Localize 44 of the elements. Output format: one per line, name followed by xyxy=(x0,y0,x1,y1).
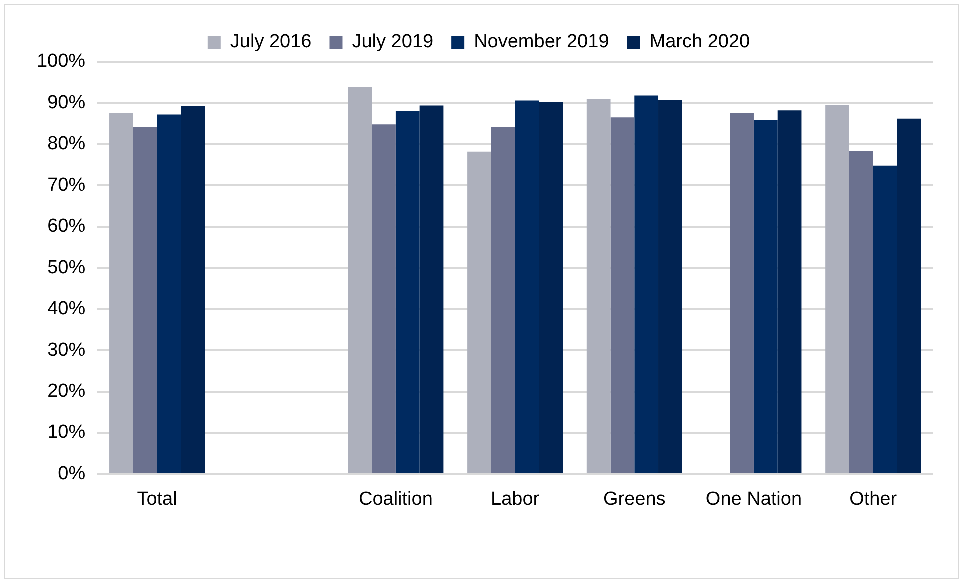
bar xyxy=(348,87,372,474)
y-tick-label: 0% xyxy=(58,463,86,484)
bar xyxy=(658,100,682,474)
y-tick-label: 100% xyxy=(36,51,86,72)
x-tick-label: Coalition xyxy=(358,488,433,510)
x-tick-label: Greens xyxy=(603,488,666,510)
bar xyxy=(181,106,206,474)
bar xyxy=(539,102,564,474)
bar xyxy=(420,106,444,474)
legend-label: July 2019 xyxy=(352,32,434,53)
x-tick-label: One Nation xyxy=(706,488,802,510)
bar xyxy=(634,96,659,474)
bar xyxy=(468,152,492,474)
bar xyxy=(396,111,420,474)
y-tick-label: 20% xyxy=(48,380,86,402)
bar xyxy=(372,124,396,474)
bar xyxy=(778,110,802,474)
y-tick-label: 90% xyxy=(48,92,86,114)
x-tick-label: Labor xyxy=(490,488,540,510)
legend-label: July 2016 xyxy=(230,32,312,53)
y-tick-label: 60% xyxy=(48,216,86,238)
legend-label: November 2019 xyxy=(474,32,610,53)
y-tick-label: 10% xyxy=(48,422,86,444)
y-tick-label: 50% xyxy=(48,257,86,278)
y-tick-label: 30% xyxy=(48,340,86,361)
bar xyxy=(849,151,874,474)
bar xyxy=(826,105,850,474)
x-tick-label: Other xyxy=(850,488,898,510)
bar xyxy=(610,118,635,474)
bar xyxy=(754,120,778,474)
bar xyxy=(730,113,754,474)
x-tick-label: Total xyxy=(137,488,178,510)
bar xyxy=(873,166,898,474)
bar xyxy=(157,114,182,474)
legend-label: March 2020 xyxy=(650,32,750,53)
bar xyxy=(515,100,540,474)
y-tick-label: 40% xyxy=(48,298,86,320)
y-tick-label: 70% xyxy=(48,174,86,196)
bar xyxy=(491,127,516,474)
bar xyxy=(110,114,134,474)
bar xyxy=(133,128,158,474)
bar xyxy=(586,100,611,474)
bar xyxy=(897,118,922,474)
y-tick-label: 80% xyxy=(48,134,86,155)
